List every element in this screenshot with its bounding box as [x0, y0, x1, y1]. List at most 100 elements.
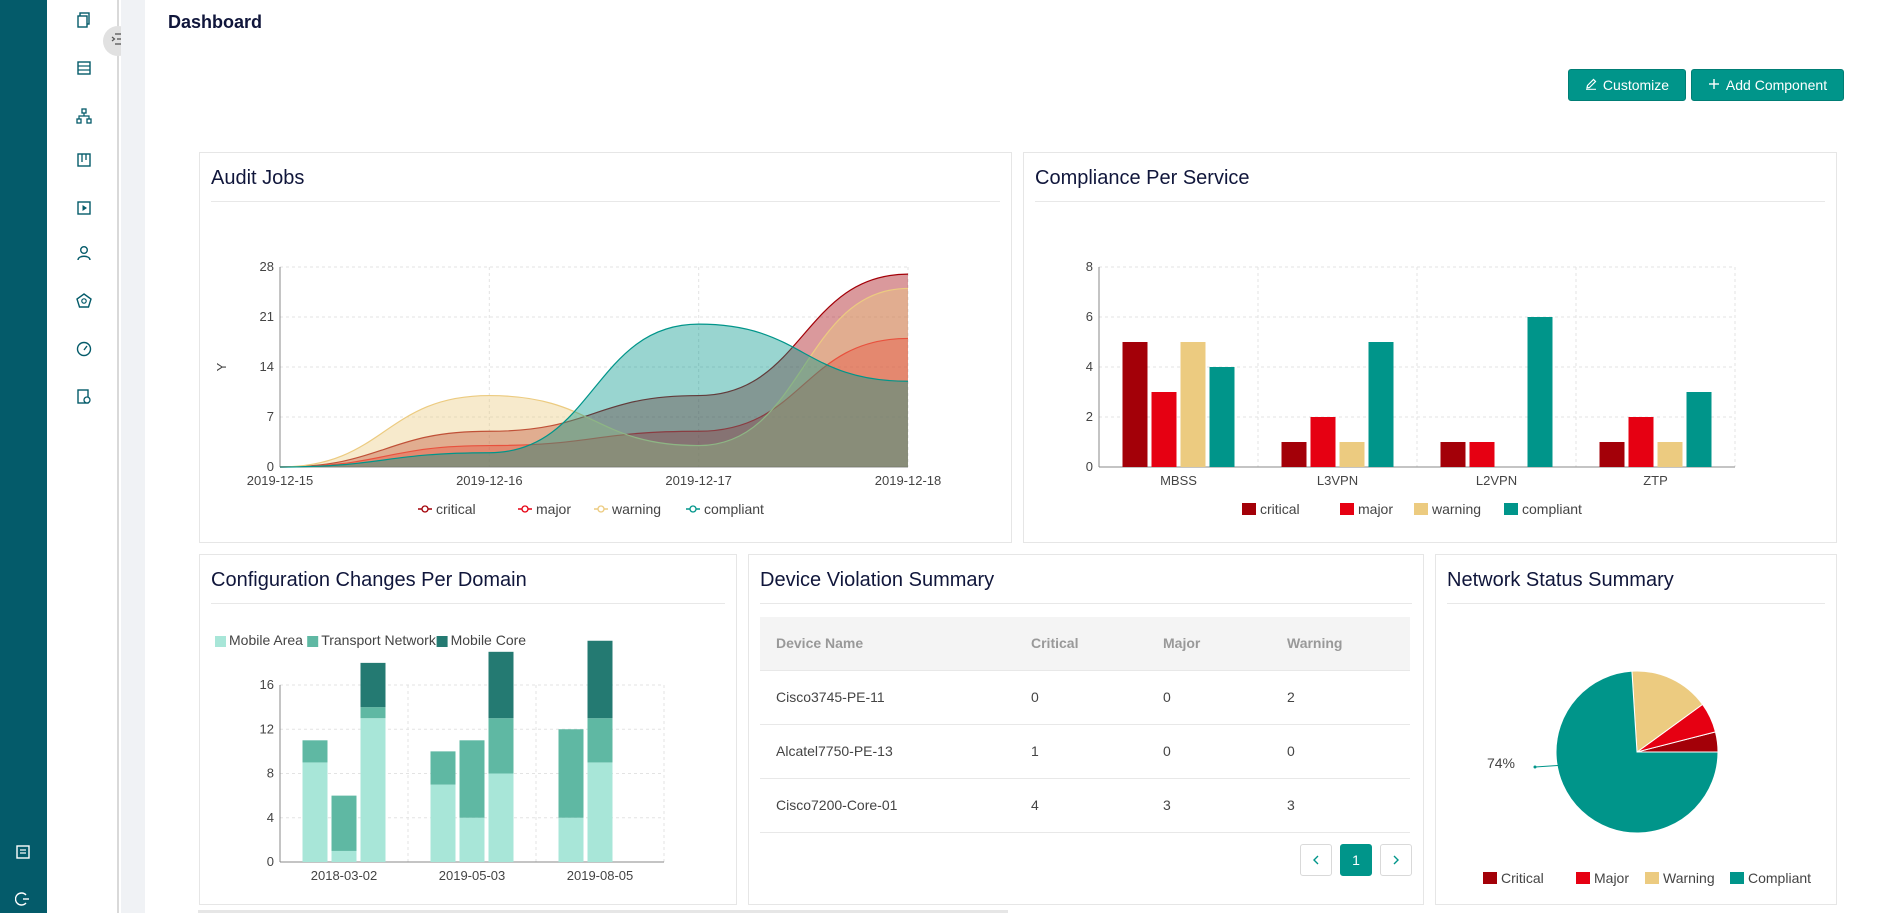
- y-tick-label: 2: [1086, 409, 1093, 424]
- bar-compliant: [1209, 367, 1235, 467]
- table-row[interactable]: Cisco7200-Core-01 4 3 3: [760, 778, 1410, 833]
- pie-label-leader: [1534, 750, 1575, 768]
- column-header[interactable]: Critical: [1015, 617, 1147, 671]
- kanban-icon[interactable]: [74, 150, 94, 170]
- y-tick-label: 12: [260, 721, 274, 736]
- legend-label: major: [1358, 501, 1393, 517]
- report-icon[interactable]: [13, 842, 33, 862]
- y-tick-label: 8: [267, 766, 274, 781]
- compliance-card: Compliance Per Service 0 2 4 6 8 MBSS L3VPN L2V…: [1023, 152, 1837, 543]
- x-tick-label: ZTP: [1643, 473, 1668, 488]
- bar-major: [1628, 417, 1654, 467]
- copy-icon[interactable]: [74, 10, 94, 30]
- bar-mobile-area: [302, 762, 328, 862]
- pie-slice-warning: [1631, 670, 1704, 753]
- bar-transport-network: [430, 751, 456, 785]
- audit-report-icon[interactable]: [74, 387, 94, 407]
- customize-button[interactable]: Customize: [1568, 69, 1686, 101]
- user-icon[interactable]: [74, 243, 94, 263]
- plus-icon: [1708, 77, 1720, 93]
- edit-icon: [1585, 77, 1597, 93]
- table-row[interactable]: Alcatel7750-PE-13 1 0 0: [760, 724, 1410, 779]
- pagination-page-button[interactable]: 1: [1340, 844, 1372, 876]
- column-header[interactable]: Device Name: [760, 617, 1015, 671]
- legend-swatch: [1730, 872, 1744, 884]
- card-title: Configuration Changes Per Domain: [211, 569, 527, 591]
- y-tick-label: 8: [1086, 259, 1093, 274]
- bar-transport-network: [459, 740, 485, 818]
- page-title: Dashboard: [168, 12, 263, 32]
- legend-label: Compliant: [1748, 870, 1811, 886]
- bar-mobile-area: [488, 773, 514, 862]
- critical-cell: 1: [1015, 724, 1147, 779]
- legend-label: Critical: [1501, 870, 1544, 886]
- bar-critical: [1281, 442, 1307, 467]
- device-name-cell: Alcatel7750-PE-13: [760, 724, 1015, 779]
- config-changes-card: Configuration Changes Per Domain 0 4 8 12 16…: [199, 554, 737, 905]
- y-axis-label: Y: [214, 362, 229, 371]
- device-name-cell: Cisco7200-Core-01: [760, 778, 1015, 833]
- add-component-button[interactable]: Add Component: [1691, 69, 1844, 101]
- legend-label: warning: [1431, 501, 1481, 517]
- bar-warning: [1339, 442, 1365, 467]
- line-critical: [279, 273, 909, 468]
- content-gutter: [121, 0, 145, 913]
- line-major: [279, 337, 909, 468]
- sidebar: [47, 0, 119, 913]
- bar-mobile-area: [587, 762, 613, 862]
- legend-marker-dot: [521, 505, 529, 513]
- compliance-icon[interactable]: [74, 291, 94, 311]
- add-component-button-label: Add Component: [1725, 77, 1828, 93]
- legend-label: critical: [436, 501, 476, 517]
- bar-major: [1151, 392, 1177, 467]
- bar-transport-network: [558, 729, 584, 818]
- pagination-next-button[interactable]: [1380, 844, 1412, 876]
- y-tick-label: 4: [267, 810, 274, 825]
- y-tick-label: 0: [267, 854, 274, 869]
- bar-transport-network: [302, 740, 328, 763]
- legend-label: compliant: [1522, 501, 1582, 517]
- network-status-card: Network Status Summary 74% Critical Major W…: [1435, 554, 1837, 905]
- bar-critical: [1440, 442, 1466, 467]
- table-row[interactable]: Cisco3745-PE-11 0 0 2: [760, 670, 1410, 725]
- y-tick-label: 0: [1086, 459, 1093, 474]
- legend-label: Warning: [1663, 870, 1715, 886]
- x-tick-label: 2019-12-17: [665, 473, 732, 488]
- legend-swatch: [215, 636, 226, 647]
- dashboard-gauge-icon[interactable]: [74, 339, 94, 359]
- next-card-edge: [198, 910, 1008, 913]
- audit-jobs-chart: 0 7 14 21 28 2019-12-15 2019-12-16 2019-12-17 20…: [214, 259, 941, 517]
- chevron-left-icon: [1312, 852, 1320, 868]
- violation-table: Device Name Critical Major Warning Cisco…: [760, 617, 1410, 833]
- legend-swatch: [1483, 872, 1497, 884]
- legend-marker-dot: [597, 505, 605, 513]
- legend-swatch: [1576, 872, 1590, 884]
- app-rail: [0, 0, 47, 913]
- bar-mobile-area: [558, 817, 584, 862]
- play-icon[interactable]: [74, 198, 94, 218]
- chevron-right-icon: [1392, 852, 1400, 868]
- legend-label: Major: [1594, 870, 1629, 886]
- column-header[interactable]: Warning: [1271, 617, 1410, 671]
- y-tick-label: 4: [1086, 359, 1093, 374]
- card-title: Compliance Per Service: [1035, 167, 1250, 189]
- bar-major: [1310, 417, 1336, 467]
- bar-transport-network: [488, 718, 514, 774]
- y-tick-label: 6: [1086, 309, 1093, 324]
- table-header-row: Device Name Critical Major Warning: [760, 617, 1410, 671]
- pagination-prev-button[interactable]: [1300, 844, 1332, 876]
- legend-marker-dot: [689, 505, 697, 513]
- bar-compliant: [1686, 392, 1712, 467]
- table-icon[interactable]: [74, 58, 94, 78]
- legend-label: warning: [611, 501, 661, 517]
- bar-compliant: [1368, 342, 1394, 467]
- legend-label: major: [536, 501, 571, 517]
- topology-icon[interactable]: [74, 106, 94, 126]
- column-header[interactable]: Major: [1147, 617, 1271, 671]
- device-violation-card: Device Violation Summary Device Name Cri…: [748, 554, 1424, 905]
- x-tick-label: 2019-12-16: [456, 473, 523, 488]
- warning-cell: 2: [1271, 670, 1410, 725]
- y-tick-label: 21: [260, 309, 274, 324]
- logout-icon[interactable]: [13, 889, 33, 909]
- bar-major: [1469, 442, 1495, 467]
